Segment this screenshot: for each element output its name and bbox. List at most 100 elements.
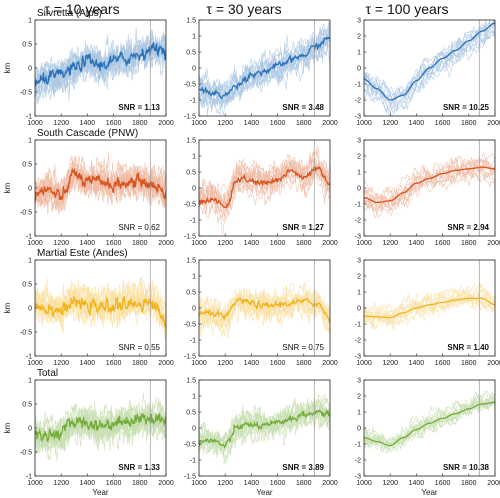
ensemble-line [364, 29, 495, 107]
y-tick-label: -1 [190, 217, 196, 224]
x-tick-label: 2000 [322, 240, 338, 247]
snr-label: SNR = 10.38 [443, 463, 490, 472]
x-tick-label: 1800 [296, 120, 312, 127]
ensemble-line [364, 392, 495, 446]
x-tick-label: 1200 [53, 480, 69, 487]
y-tick-label: -2 [355, 337, 361, 344]
x-tick-label: 1000 [191, 120, 207, 127]
snr-label: SNR = 1.40 [447, 343, 489, 352]
x-tick-label: 1600 [106, 480, 122, 487]
x-tick-label: 1400 [409, 360, 425, 367]
y-tick-label: 3 [357, 17, 361, 24]
y-tick-label: -0.5 [20, 89, 32, 96]
x-tick-label: 1400 [244, 240, 260, 247]
y-tick-label: 0.5 [186, 289, 196, 296]
y-tick-label: -0.5 [184, 321, 196, 328]
ensemble-line [364, 30, 495, 116]
y-axis-label: km [3, 182, 12, 193]
x-tick-label: 1800 [461, 360, 477, 367]
ensemble-mean-line [364, 401, 495, 447]
snr-label: SNR = 3.48 [282, 103, 324, 112]
x-tick-label: 1400 [244, 120, 260, 127]
y-tick-label: -1.5 [184, 233, 196, 240]
x-tick-label: 1400 [244, 480, 260, 487]
column-titles: τ = 10 years τ = 30 years τ = 100 years [44, 1, 448, 17]
x-tick-label: 1000 [27, 480, 43, 487]
x-tick-label: 1000 [191, 240, 207, 247]
y-tick-label: 0.5 [186, 169, 196, 176]
y-tick-label: 0 [357, 425, 361, 432]
x-tick-label: 1800 [296, 480, 312, 487]
x-tick-label: 1800 [461, 120, 477, 127]
ensemble-line [364, 158, 495, 207]
x-tick-label: 2000 [158, 240, 174, 247]
y-tick-label: -1 [190, 97, 196, 104]
y-tick-label: -1 [26, 473, 32, 480]
y-tick-label: 1 [192, 153, 196, 160]
ensemble-members [364, 152, 495, 219]
snr-label: SNR = 1.27 [282, 223, 324, 232]
x-tick-label: 1600 [106, 360, 122, 367]
y-tick-label: -0.5 [20, 209, 32, 216]
y-tick-label: 1 [192, 33, 196, 40]
x-tick-label: 2000 [158, 120, 174, 127]
y-tick-label: -3 [355, 473, 361, 480]
y-tick-label: 1 [28, 17, 32, 24]
ensemble-line [364, 296, 495, 332]
x-tick-label: 1200 [53, 360, 69, 367]
x-tick-label: 1600 [270, 240, 286, 247]
y-tick-label: -1 [26, 113, 32, 120]
y-tick-label: -3 [355, 113, 361, 120]
row-title: Martial Este (Andes) [37, 248, 128, 259]
y-tick-label: 1 [192, 393, 196, 400]
x-tick-label: 2000 [158, 480, 174, 487]
x-tick-label: 2000 [322, 480, 338, 487]
y-tick-label: 0 [192, 65, 196, 72]
y-tick-label: 0.5 [22, 281, 32, 288]
x-tick-label: 1200 [382, 480, 398, 487]
y-tick-label: 1 [28, 257, 32, 264]
ensemble-line [364, 166, 495, 219]
panel-4-2: -1.5 -1 -0.5 0 0.5 1 1.5 1000 1200 1400 1600 1800 20… [184, 377, 338, 497]
ensemble-mean-line [199, 165, 330, 209]
y-tick-label: -1 [190, 337, 196, 344]
ensemble-line [35, 37, 166, 105]
y-tick-label: 0.5 [22, 41, 32, 48]
y-tick-label: -1 [355, 441, 361, 448]
y-tick-label: -0.5 [20, 449, 32, 456]
panel-1-2: -1.5 -1 -0.5 0 0.5 1 1.5 1000 1200 1400 1600 1800 20… [184, 17, 338, 127]
y-axis-label: km [3, 422, 12, 433]
ensemble-mean-line [199, 36, 330, 100]
y-tick-label: 3 [357, 257, 361, 264]
ensemble-mean-line [35, 42, 166, 87]
panel-3-3: -3 -2 -1 0 1 2 3 1000 1200 1400 1600 1800 2000 SNR = … [355, 257, 500, 367]
x-tick-label: 1200 [217, 360, 233, 367]
y-tick-label: 1 [28, 377, 32, 384]
snr-label: SNR = 0.55 [118, 343, 160, 352]
row-title: Silvretta (Alps) [37, 8, 102, 19]
panel-3-2: -1.5 -1 -0.5 0 0.5 1 1.5 1000 1200 1400 1600 1800 20… [184, 257, 338, 367]
panel-4-3: -3 -2 -1 0 1 2 3 1000 1200 1400 1600 1800 2000 Year SN… [355, 377, 500, 497]
x-tick-label: 2000 [158, 360, 174, 367]
x-tick-label: 1200 [382, 120, 398, 127]
x-tick-label: 1200 [217, 480, 233, 487]
x-tick-label: 1000 [27, 360, 43, 367]
ensemble-line [364, 20, 490, 109]
y-tick-label: 2 [357, 153, 361, 160]
x-tick-label: 1600 [106, 240, 122, 247]
y-tick-label: 1.5 [186, 17, 196, 24]
y-tick-label: 1 [357, 289, 361, 296]
y-tick-label: 1 [28, 137, 32, 144]
x-tick-label: 1400 [409, 120, 425, 127]
snr-label: SNR = 1.33 [118, 463, 160, 472]
ensemble-mean-line [199, 297, 330, 324]
ensemble-line [199, 289, 330, 333]
column-title-1: τ = 10 years [44, 1, 119, 17]
snr-label: SNR = 0.62 [118, 223, 160, 232]
x-tick-label: 2000 [487, 360, 500, 367]
x-tick-label: 1600 [435, 120, 451, 127]
x-tick-label: 1200 [53, 240, 69, 247]
panel-3-1: -1 -0.5 0 0.5 1 1000 1200 1400 1600 1800 2000 km Mar… [3, 248, 174, 367]
y-tick-label: 1 [357, 169, 361, 176]
